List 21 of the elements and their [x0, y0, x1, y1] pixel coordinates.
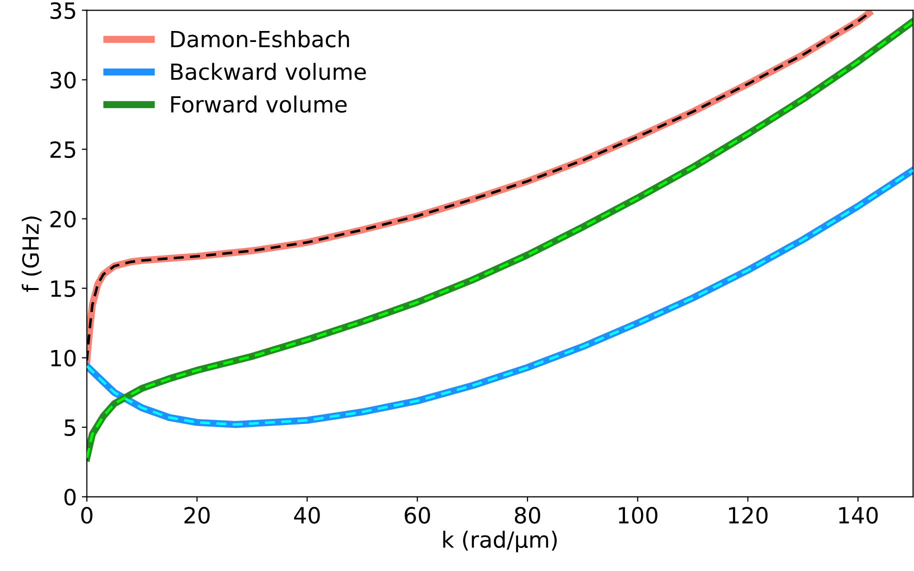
x-tick-label: 20: [184, 506, 210, 524]
y-tick-label: 30: [50, 72, 76, 89]
x-axis-title: k (rad/μm): [443, 530, 557, 552]
legend-label: Backward volume: [171, 62, 366, 80]
legend-label: Forward volume: [171, 96, 347, 113]
x-tick-label: 60: [404, 506, 430, 524]
y-tick-label: 15: [51, 280, 76, 298]
legend-label: Damon-Eshbach: [171, 30, 349, 48]
x-tick-label: 80: [514, 506, 540, 524]
y-tick-label: 0: [64, 488, 76, 506]
x-tick-label: 140: [839, 506, 878, 524]
y-tick-label: 5: [64, 420, 76, 436]
x-tick-label: 40: [294, 506, 320, 524]
x-tick-label: 120: [729, 506, 768, 524]
y-tick-label: 10: [51, 350, 76, 367]
x-tick-label: 0: [81, 506, 92, 524]
y-tick-label: 25: [50, 141, 76, 158]
x-tick-label: 100: [618, 506, 658, 524]
y-tick-label: 20: [50, 210, 76, 228]
y-axis-title: f (GHz): [22, 216, 42, 292]
y-tick-label: 35: [50, 2, 76, 20]
